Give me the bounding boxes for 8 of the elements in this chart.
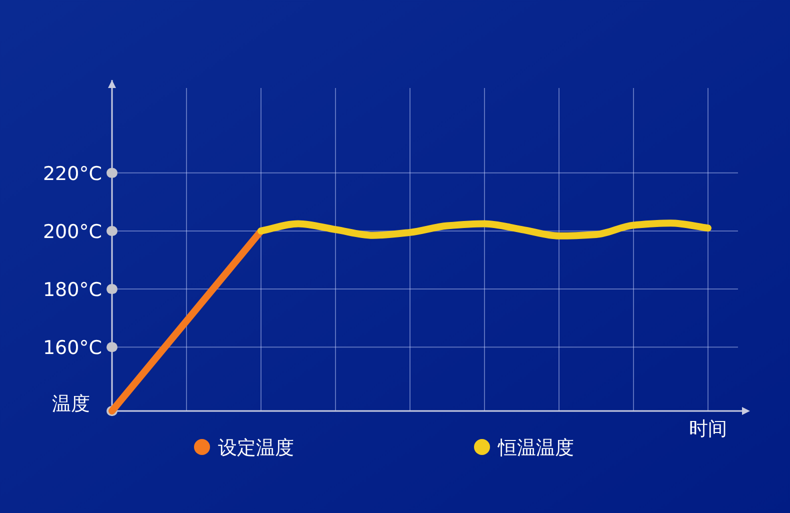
y-tick-label: 200°C xyxy=(42,220,102,243)
y-tick-label: 220°C xyxy=(42,162,102,185)
legend-label: 恒温温度 xyxy=(497,437,574,459)
y-axis-title: 温度 xyxy=(52,393,90,415)
y-tick-label: 160°C xyxy=(42,337,102,360)
x-axis-title: 时间 xyxy=(689,418,727,440)
legend-label: 设定温度 xyxy=(218,437,294,459)
y-tick-label: 180°C xyxy=(42,279,102,302)
